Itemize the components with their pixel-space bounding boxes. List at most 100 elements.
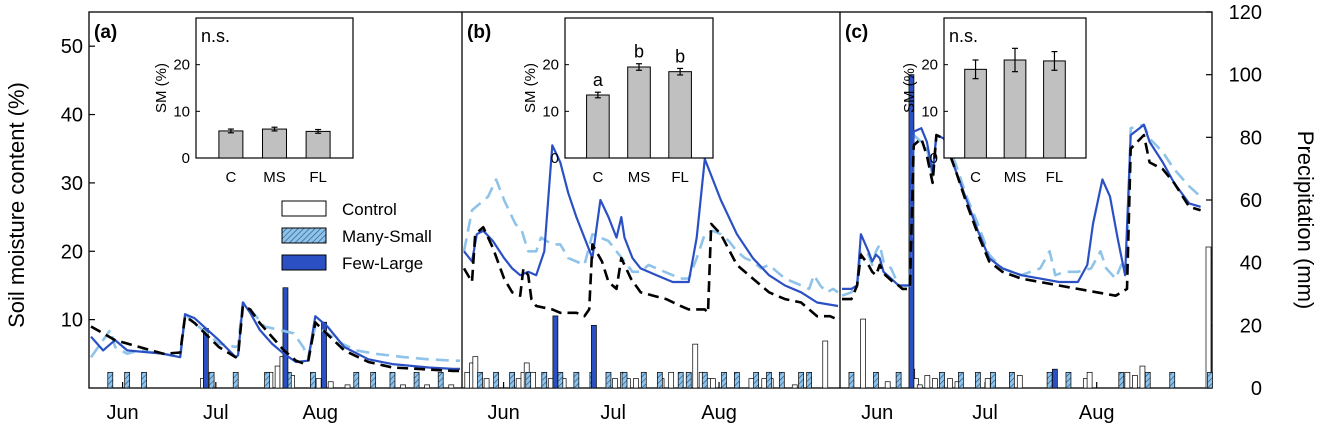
precip-bar-many-small: [141, 371, 147, 389]
precip-bar-control: [692, 343, 699, 389]
inset-bar: [305, 130, 331, 159]
precip-bar-many-small: [990, 371, 996, 389]
precip-bar-many-small: [806, 371, 812, 389]
precip-bar-control: [860, 318, 866, 389]
left-y-tick-label: 50: [61, 36, 83, 58]
precip-bar-control: [315, 378, 322, 389]
precip-bar-control: [547, 378, 554, 389]
right-y-tick-label: 120: [1229, 2, 1262, 24]
precip-bar-control: [464, 371, 471, 389]
precip-bar-few-large: [282, 287, 289, 389]
precip-bar-many-small: [353, 371, 360, 389]
inset-x-tick-label: FL: [671, 169, 689, 186]
inset-significance-letter: b: [634, 42, 644, 62]
precip-bar-many-small: [107, 371, 114, 389]
precip-bar-control: [472, 356, 479, 389]
precip-bar-many-small: [477, 371, 483, 389]
precip-bar-many-small: [573, 371, 580, 389]
right-y-tick-label: 60: [1240, 190, 1262, 212]
precip-bar-many-small: [1144, 371, 1151, 389]
precip-bar-many-small: [1046, 371, 1053, 389]
inset-bar: [218, 130, 244, 159]
legend-label: Control: [342, 200, 397, 219]
inset-bar: [1003, 59, 1027, 159]
inset-x-tick-label: MS: [263, 169, 286, 186]
inset-y-tick-label: 0: [930, 150, 938, 167]
month-label: Jul: [203, 402, 229, 424]
sm-line-few-large: [90, 301, 460, 370]
left-y-axis-title: Soil moisture content (%): [4, 82, 29, 328]
precip-bar-many-small: [798, 371, 804, 389]
legend-swatch: [281, 227, 327, 244]
precip-bar-control: [1139, 365, 1146, 389]
precip-bar-many-small: [541, 371, 548, 389]
inset-x-tick-label: FL: [1046, 169, 1064, 186]
panel-label: (c): [845, 22, 868, 43]
precip-bar-many-small: [685, 371, 692, 389]
inset-bar: [668, 71, 692, 159]
panel-label: (a): [94, 22, 117, 43]
precip-bar-control: [612, 378, 618, 389]
precip-bar-many-small: [1065, 371, 1072, 389]
inset-y-tick-label: 20: [921, 57, 938, 74]
right-y-axis: Precipitation (mm) 0 20 40 60 80 100 120: [1206, 2, 1317, 400]
precip-bar-many-small: [437, 371, 444, 389]
month-label: Aug: [1079, 402, 1115, 424]
left-y-tick-label: 30: [61, 173, 83, 195]
legend-label: Few-Large: [342, 254, 423, 273]
precip-bar-many-small: [413, 371, 420, 389]
sm-line-many-small: [462, 178, 839, 294]
sm-line-few-large: [842, 123, 1201, 290]
inset-y-tick-label: 10: [173, 103, 190, 120]
precip-bar-control: [515, 378, 522, 389]
precip-bar-many-small: [873, 371, 879, 389]
precip-bar-many-small: [848, 371, 855, 389]
precip-bar-many-small: [1008, 371, 1015, 389]
precip-bar-many-small: [895, 371, 902, 389]
month-label: Jun: [106, 402, 138, 424]
precip-bar-control: [710, 378, 716, 389]
precip-bar-control: [761, 378, 768, 389]
month-label: Jul: [972, 402, 998, 424]
right-y-tick-label: 0: [1251, 378, 1262, 400]
inset-y-label: SM (%): [522, 63, 539, 113]
legend-swatch: [281, 200, 327, 217]
inset-y-tick-label: 0: [551, 150, 559, 167]
precip-bar-many-small: [370, 371, 377, 389]
precip-bar-control: [448, 384, 455, 389]
sm-line-many-small: [841, 123, 1202, 297]
precip-bar-few-large: [552, 315, 559, 389]
panel-label: (b): [467, 22, 491, 43]
precip-bar-many-small: [605, 371, 612, 389]
legend-label: Many-Small: [342, 227, 432, 246]
precip-bar-many-small: [734, 371, 740, 389]
precip-bar-many-small: [1169, 371, 1176, 389]
inset-y-tick-label: 0: [182, 150, 190, 167]
precip-bar-control: [633, 378, 639, 389]
precip-bar-many-small: [310, 371, 316, 389]
sm-line-control: [462, 222, 839, 321]
precip-bar-many-small: [640, 371, 647, 389]
month-label: Aug: [302, 402, 338, 424]
precip-bar-many-small: [389, 371, 396, 389]
right-y-tick-label: 80: [1240, 127, 1262, 149]
precip-bar-control: [1124, 371, 1131, 389]
precip-bar-many-small: [1207, 371, 1213, 389]
precip-bar-control: [344, 384, 351, 389]
precip-bar-control: [483, 378, 490, 389]
precip-bar-control: [924, 375, 931, 389]
precip-bar-control: [1086, 371, 1093, 389]
inset-significance-letter: b: [675, 46, 685, 66]
month-label: Jul: [600, 402, 626, 424]
precip-bar-few-large: [1052, 368, 1058, 389]
inset-bar: [586, 94, 610, 159]
precip-bar-control: [984, 378, 991, 389]
precip-bar-many-small: [721, 371, 727, 389]
inset-x-tick-label: C: [225, 169, 236, 186]
left-y-tick-label: 40: [61, 105, 83, 127]
precip-bar-control: [947, 378, 953, 389]
